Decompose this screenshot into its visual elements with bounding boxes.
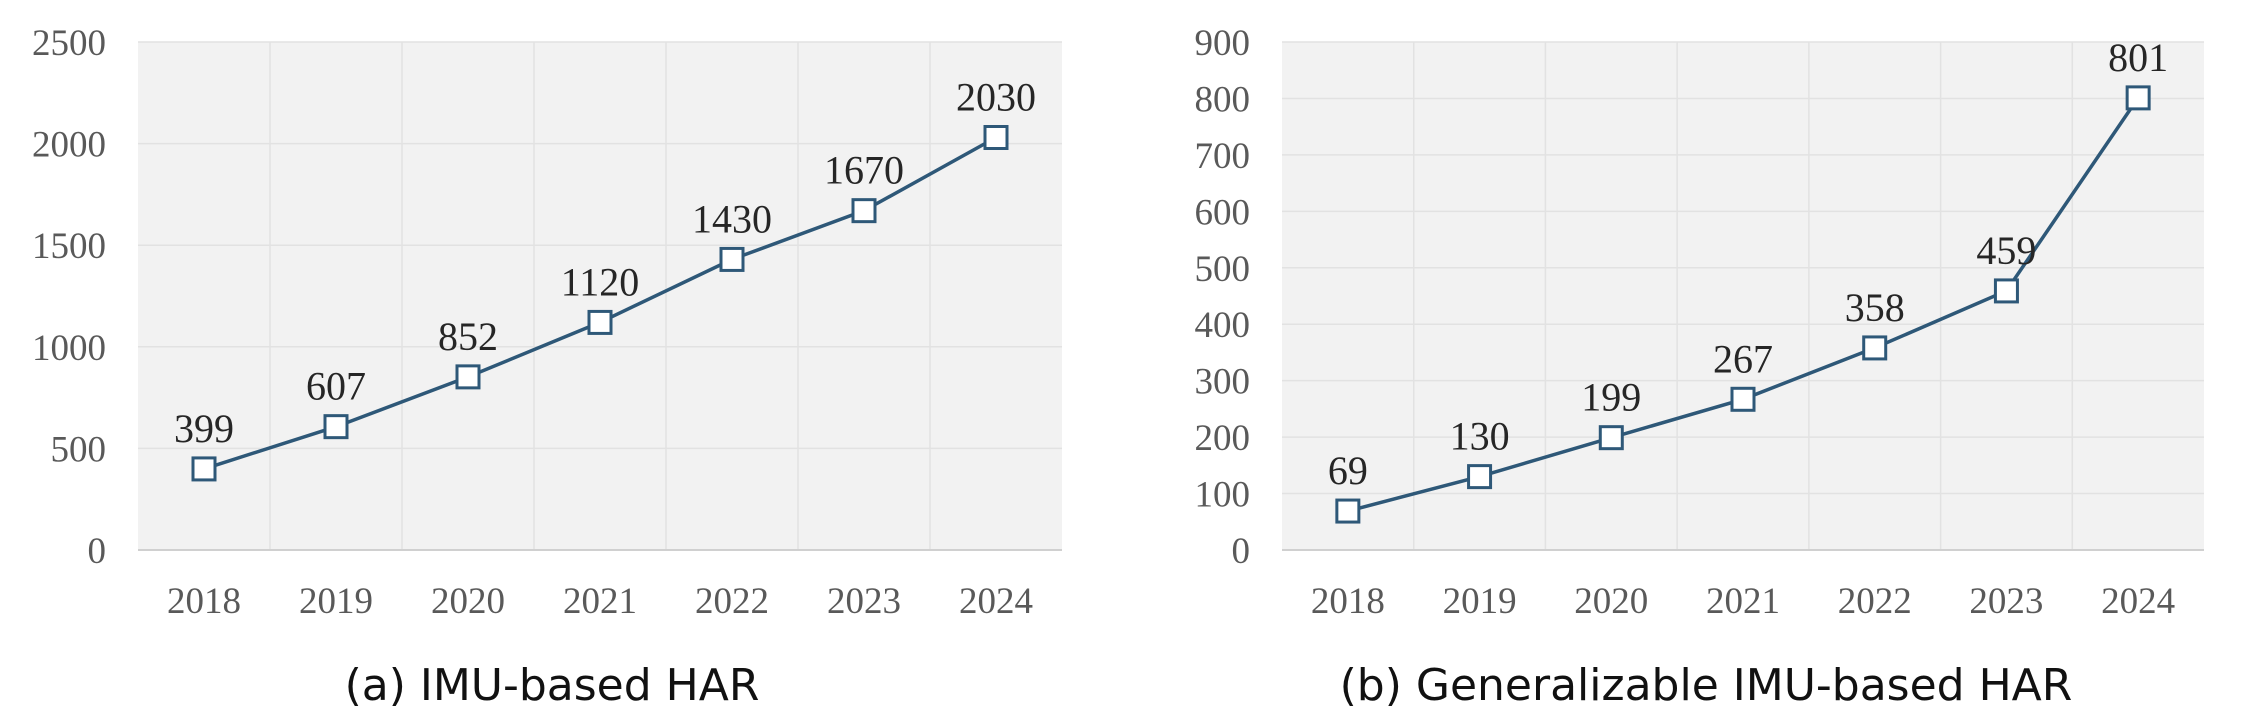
data-point-marker	[323, 414, 349, 440]
data-point-marker	[1730, 386, 1756, 412]
data-point-marker	[1862, 335, 1888, 361]
data-label: 69	[1328, 448, 1368, 493]
y-tick-label: 600	[1195, 192, 1251, 233]
x-tick-label: 2022	[1838, 581, 1912, 622]
y-tick-label: 1000	[32, 328, 106, 369]
plot-area-a	[138, 42, 1062, 550]
y-tick-label: 200	[1195, 418, 1251, 459]
x-tick-label: 2024	[959, 581, 1033, 622]
data-point-marker	[719, 246, 745, 272]
x-tick-label: 2018	[167, 581, 241, 622]
y-tick-label: 300	[1195, 362, 1251, 403]
y-tick-label: 100	[1195, 475, 1251, 516]
y-tick-label: 400	[1195, 305, 1251, 346]
x-tick-label: 2023	[1969, 581, 2043, 622]
data-point-marker	[1467, 464, 1493, 490]
y-tick-label: 500	[51, 429, 107, 470]
x-tick-label: 2021	[1706, 581, 1780, 622]
data-point-marker	[2125, 85, 2151, 111]
data-point-marker	[191, 456, 217, 482]
data-point-marker	[455, 364, 481, 390]
data-point-marker	[1993, 278, 2019, 304]
y-tick-label: 0	[1232, 531, 1251, 572]
data-point-marker	[851, 198, 877, 224]
data-label: 2030	[956, 75, 1036, 120]
chart-caption: (a) IMU-based HAR	[345, 660, 760, 711]
data-label: 267	[1713, 336, 1773, 381]
x-tick-label: 2024	[2101, 581, 2175, 622]
data-label: 358	[1845, 285, 1905, 330]
data-label: 459	[1976, 228, 2036, 273]
data-label: 852	[438, 314, 498, 359]
chart-panel-a: 0 500 1000 1500 2000 2500 2018 2019 2020 2021 2022…	[32, 23, 1062, 711]
data-label: 130	[1450, 414, 1510, 459]
data-point-marker	[1335, 498, 1361, 524]
y-tick-label: 0	[88, 531, 107, 572]
data-label: 1120	[561, 259, 640, 304]
x-tick-label: 2020	[1574, 581, 1648, 622]
y-tick-label: 1500	[32, 226, 106, 267]
x-tick-label: 2023	[827, 581, 901, 622]
y-tick-label: 500	[1195, 249, 1251, 290]
y-tick-label: 2500	[32, 23, 106, 64]
chart-panel-b: 0 100 200 300 400 500 600 700 800 900 2018 2019 2020…	[1195, 23, 2204, 711]
data-label: 399	[174, 406, 234, 451]
data-label: 607	[306, 364, 366, 409]
x-tick-label: 2018	[1311, 581, 1385, 622]
data-label: 1430	[692, 196, 772, 241]
data-label: 1670	[824, 148, 904, 193]
data-point-marker	[983, 125, 1009, 151]
x-tick-label: 2020	[431, 581, 505, 622]
chart-caption: (b) Generalizable IMU-based HAR	[1340, 660, 2073, 711]
data-point-marker	[1598, 425, 1624, 451]
y-tick-label: 700	[1195, 136, 1251, 177]
data-label: 801	[2108, 35, 2168, 80]
y-tick-label: 2000	[32, 125, 106, 166]
x-tick-label: 2021	[563, 581, 637, 622]
plot-area-b	[1282, 42, 2204, 550]
y-tick-label: 800	[1195, 79, 1251, 120]
x-tick-label: 2019	[1443, 581, 1517, 622]
x-tick-label: 2019	[299, 581, 373, 622]
data-label: 199	[1581, 375, 1641, 420]
data-point-marker	[587, 309, 613, 335]
y-tick-label: 900	[1195, 23, 1251, 64]
x-tick-label: 2022	[695, 581, 769, 622]
